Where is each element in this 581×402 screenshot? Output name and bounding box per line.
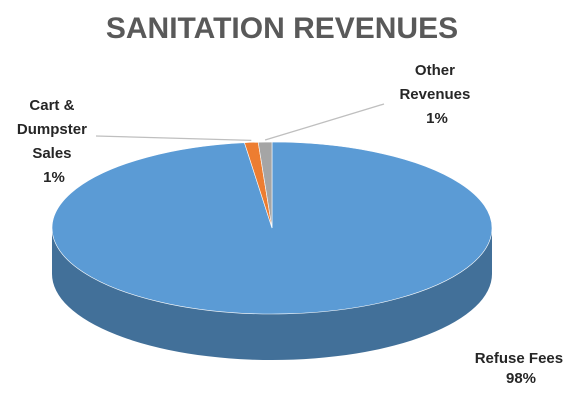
label-cart-line-2: Dumpster — [17, 121, 87, 138]
leader-line-other-revenues — [264, 103, 385, 141]
label-cart-dumpster-sales: Cart & Dumpster Sales 1% — [17, 97, 91, 186]
label-refuse-fees-name: Refuse Fees — [475, 350, 563, 367]
label-cart-line-3: Sales — [32, 145, 71, 162]
leader-lines — [95, 103, 385, 142]
label-refuse-fees-percent: 98% — [506, 370, 536, 387]
side-refuse-fees — [52, 228, 492, 360]
slice-other-revenues — [257, 141, 273, 229]
label-other-revenues: Other Revenues 1% — [399, 62, 474, 127]
pie-3d-side — [52, 228, 492, 360]
label-other-percent: 1% — [426, 110, 448, 127]
label-cart-percent: 1% — [43, 169, 65, 186]
label-refuse-fees: Refuse Fees 98% — [475, 350, 568, 387]
label-cart-line-1: Cart & — [29, 97, 74, 114]
leader-line-cart-dumpster-sales — [95, 135, 252, 142]
label-other-line-1: Other — [415, 62, 455, 79]
label-other-line-2: Revenues — [399, 86, 470, 103]
pie-slices — [51, 141, 493, 315]
chart-title: SANITATION REVENUES — [106, 12, 458, 45]
